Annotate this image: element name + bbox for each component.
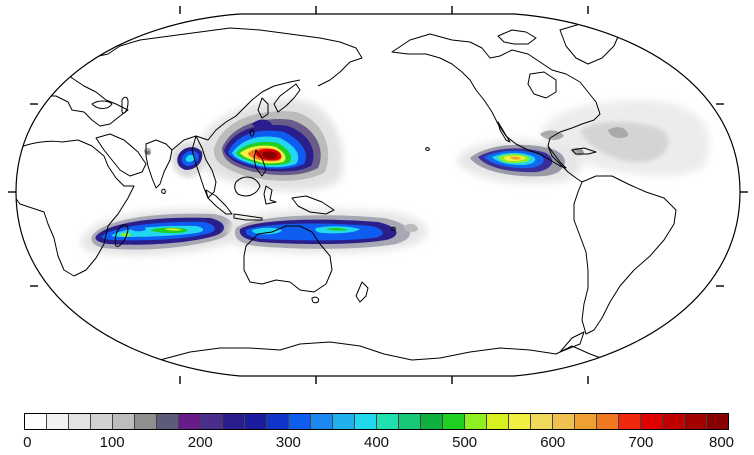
colorbar [24,413,729,430]
fiji-outline [391,226,396,231]
north-america-outline [391,33,601,169]
colorbar-swatch [333,414,355,429]
colorbar-swatch [465,414,487,429]
sulawesi-outline [263,185,277,205]
hotspot-western-north-pacific [196,99,344,191]
colorbar-swatch [421,414,443,429]
colorbar-swatch [597,414,619,429]
colorbar-tick-label: 400 [363,434,390,451]
colorbar-swatch [399,414,421,429]
colorbar-tick-label: 800 [708,434,735,451]
colorbar-tick-labels: 0 100 200 300 400 500 600 700 800 [23,434,734,452]
sumatra-outline [205,189,233,215]
colorbar-swatch [663,414,685,429]
asia-north-outline [139,27,363,87]
colorbar-swatch [113,414,135,429]
hotspot-south-indian-ocean [80,209,243,256]
colorbar-tick-label: 600 [540,434,566,451]
colorbar-swatch [179,414,201,429]
colorbar-swatch [685,414,707,429]
new-guinea-outline [291,195,335,215]
colorbar-swatch [575,414,597,429]
colorbar-swatch [619,414,641,429]
hotspot-north-atlantic [540,100,710,176]
colorbar-tick-label: 100 [99,434,125,451]
hotspot-south-pacific [228,209,428,254]
globe-background [16,14,740,376]
colorbar-swatch [311,414,333,429]
korea-outline [257,97,269,119]
australia-outline [243,225,333,293]
colorbar-swatch [509,414,531,429]
new-zealand-outline [355,281,369,303]
arabia-outline [95,133,147,177]
colorbar-swatch [377,414,399,429]
colorbar-swatch [245,414,267,429]
antarctic-peninsula-outline [559,331,585,353]
antarctica-outline [129,341,631,373]
colorbar-swatch [553,414,575,429]
colorbar-swatch [443,414,465,429]
colorbar-tick-label: 0 [23,434,32,451]
coastlines [16,23,677,373]
borneo-outline [234,176,261,197]
colorbar-tick-label: 500 [452,434,478,451]
philippines-outline [253,149,267,177]
colorbar-tick-label: 700 [628,434,654,451]
colorbar-swatch [289,414,311,429]
colorbar-swatch [157,414,179,429]
madagascar-outline [114,224,129,247]
hudson-bay-outline [527,71,557,99]
south-america-outline [573,175,677,335]
baja-outline [497,121,511,143]
indochina-outline [191,135,217,199]
colorbar-tick-label: 200 [187,434,213,451]
india-outline [145,139,173,189]
java-outline [233,213,263,221]
colorbar-tick-label: 300 [275,434,301,451]
central-america-outline [547,145,583,183]
caspian-outline [121,96,129,114]
colorbar-swatch [91,414,113,429]
graticule-ticks [8,6,748,384]
colorbar-swatch [201,414,223,429]
africa-outline [16,139,135,277]
taiwan-outline [249,129,255,137]
colorbar-swatch [135,414,157,429]
colorbar-swatch [69,414,91,429]
sri-lanka-outline [161,188,166,194]
black-sea-outline [91,100,113,109]
colorbar-swatch [47,414,69,429]
colorbar-swatch [531,414,553,429]
colorbar-swatch [641,414,663,429]
hawaii-outline [425,147,430,151]
cuba-outline [571,147,597,155]
colorbar-swatch [355,414,377,429]
japan-outline [273,83,301,113]
colorbar-swatch [487,414,509,429]
colorbar-swatch [223,414,245,429]
world-map [8,6,748,384]
colorbar-swatch [707,414,728,429]
canadian-islands-outline [497,29,537,45]
hotspot-eastern-north-pacific [456,139,582,184]
colorbar-swatch [267,414,289,429]
tasmania-outline [311,296,319,304]
colorbar-swatch [25,414,47,429]
